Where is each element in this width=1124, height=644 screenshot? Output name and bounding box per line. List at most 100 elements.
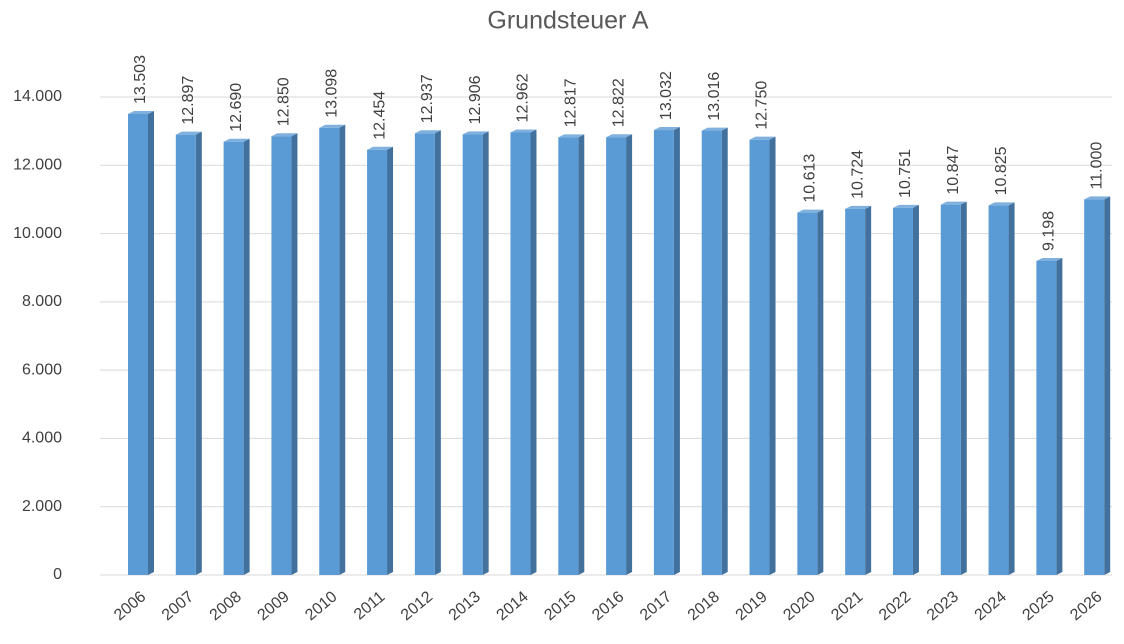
- bar-top: [271, 133, 298, 137]
- x-tick-label: 2024: [972, 588, 1010, 624]
- bar: [988, 205, 1009, 575]
- x-tick-label: 2023: [924, 588, 962, 624]
- bar-side: [387, 146, 394, 575]
- bar-top: [558, 134, 585, 138]
- bar-side: [148, 110, 154, 576]
- bar: [319, 127, 340, 575]
- bar: [701, 130, 722, 576]
- x-tick-label: 2008: [207, 588, 245, 624]
- bar-side: [1104, 196, 1111, 575]
- x-tick-label: 2013: [446, 588, 484, 624]
- x-tick-label: 2026: [1067, 588, 1105, 624]
- bar: [128, 113, 148, 576]
- value-label: 12.750: [754, 81, 771, 130]
- value-label: 12.897: [180, 76, 197, 125]
- value-label: 10.847: [945, 146, 962, 195]
- bar-side: [769, 136, 776, 575]
- x-tick-label: 2010: [302, 588, 340, 624]
- bar-top: [175, 131, 202, 135]
- bar-top: [940, 201, 967, 205]
- bar-top: [367, 146, 394, 150]
- bar: [940, 204, 961, 575]
- bar-side: [434, 130, 441, 575]
- value-label: 10.724: [849, 150, 866, 199]
- value-label: 12.690: [228, 83, 245, 132]
- value-label: 9.198: [1041, 211, 1058, 251]
- value-label: 12.937: [419, 74, 436, 123]
- y-tick-label: 0: [53, 566, 62, 583]
- bar-top: [988, 202, 1015, 206]
- bar-top: [606, 134, 633, 138]
- chart-title: Grundsteuer A: [487, 7, 649, 35]
- bar: [845, 208, 866, 576]
- y-tick-label: 4.000: [22, 430, 62, 447]
- x-tick-label: 2006: [111, 588, 149, 624]
- bar-side: [960, 201, 967, 575]
- value-label: 12.850: [276, 77, 293, 126]
- bar-side: [1056, 257, 1063, 575]
- bar: [510, 132, 531, 575]
- bar: [653, 130, 674, 575]
- bar: [462, 134, 483, 575]
- bar: [414, 133, 435, 575]
- x-tick-label: 2019: [733, 588, 771, 624]
- value-label: 13.032: [658, 71, 675, 120]
- x-tick-label: 2011: [351, 588, 388, 623]
- bar: [749, 139, 770, 575]
- bar-top: [797, 209, 824, 213]
- x-tick-label: 2012: [398, 588, 436, 624]
- bar: [175, 134, 196, 575]
- bar-side: [673, 127, 680, 575]
- bar-side: [912, 204, 919, 575]
- x-tick-label: 2022: [876, 588, 914, 624]
- value-label: 10.613: [802, 154, 819, 203]
- bar: [1036, 260, 1057, 575]
- x-tick-label: 2015: [541, 588, 579, 624]
- y-tick-label: 6.000: [22, 361, 62, 378]
- bar-top: [845, 205, 872, 209]
- bar-side: [817, 209, 824, 576]
- bar: [367, 149, 388, 575]
- value-label: 13.016: [706, 72, 723, 121]
- x-tick-label: 2009: [255, 588, 293, 624]
- bar-side: [578, 134, 585, 576]
- y-tick-label: 10.000: [13, 225, 62, 242]
- y-tick-label: 2.000: [22, 498, 62, 515]
- bar-top: [701, 127, 728, 131]
- value-label: 12.822: [610, 78, 627, 127]
- bar-side: [482, 131, 489, 575]
- bar-top: [1084, 196, 1111, 200]
- bar-top: [223, 138, 250, 142]
- bar-side: [530, 129, 537, 575]
- bar-side: [721, 127, 728, 576]
- value-label: 10.825: [993, 146, 1010, 195]
- bar-top: [414, 130, 441, 134]
- bar: [892, 207, 913, 575]
- bar: [271, 136, 292, 575]
- bar-top: [319, 124, 346, 128]
- y-tick-label: 14.000: [13, 88, 62, 105]
- x-tick-label: 2018: [685, 588, 723, 624]
- bar-top: [1036, 257, 1063, 261]
- value-label: 13.098: [323, 69, 340, 118]
- value-label: 11.000: [1088, 142, 1105, 190]
- x-tick-label: 2007: [159, 588, 197, 624]
- value-label: 10.751: [897, 149, 914, 198]
- bar-side: [243, 138, 250, 575]
- y-tick-label: 12.000: [13, 157, 62, 174]
- x-tick-label: 2017: [637, 588, 675, 624]
- bar-top: [510, 129, 537, 133]
- y-tick-label: 8.000: [22, 293, 62, 310]
- bar-side: [626, 134, 633, 576]
- x-tick-label: 2014: [494, 588, 532, 624]
- bar-side: [291, 133, 298, 575]
- bar-side: [339, 124, 346, 575]
- bar-top: [749, 136, 776, 140]
- value-label: 12.962: [515, 73, 532, 122]
- bar: [223, 141, 244, 575]
- bar: [558, 137, 579, 576]
- bar-top: [128, 110, 154, 114]
- bar-top: [892, 204, 919, 208]
